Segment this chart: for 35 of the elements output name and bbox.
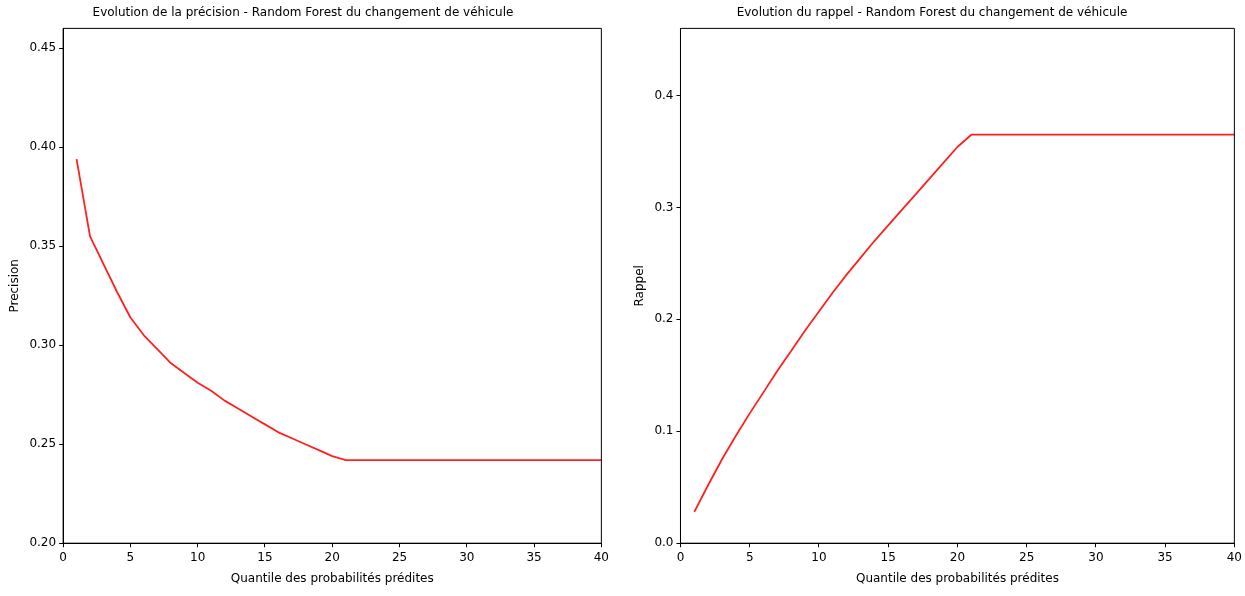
x-tick-label: 25 (391, 549, 408, 564)
x-tick-label: 0 (676, 549, 685, 564)
x-tick-label: 40 (593, 549, 610, 564)
x-tick-label: 35 (526, 549, 542, 564)
x-tick-label: 15 (257, 549, 273, 564)
x-tick-label: 0 (59, 549, 67, 564)
y-tick-label: 0.1 (654, 423, 674, 438)
y-tick-label: 0.0 (654, 535, 674, 550)
y-tick-label: 0.3 (654, 199, 674, 214)
x-tick-label: 20 (324, 549, 340, 564)
x-tick-label: 5 (745, 549, 754, 564)
y-tick-label: 0.2 (654, 311, 674, 326)
x-axis-title: Quantile des probabilités prédites (855, 570, 1059, 585)
x-tick-label: 30 (459, 549, 475, 564)
x-tick-label: 25 (1019, 549, 1035, 564)
y-tick-label: 0.25 (29, 436, 57, 451)
x-tick-label: 40 (1226, 549, 1243, 564)
chart-title: Evolution de la précision - Random Forest du changement de véhicule (92, 5, 514, 20)
y-tick-label: 0.40 (29, 139, 57, 154)
x-tick-label: 5 (126, 549, 135, 564)
x-tick-label: 20 (949, 549, 966, 564)
x-tick-label: 10 (190, 549, 206, 564)
y-axis-title: Precision (7, 259, 22, 313)
y-axis-title: Rappel (632, 265, 647, 307)
x-tick-label: 15 (880, 549, 896, 564)
chart-title: Evolution du rappel - Random Forest du changement de véhicule (736, 5, 1128, 20)
y-tick-label: 0.35 (29, 238, 57, 253)
y-tick-label: 0.4 (654, 87, 674, 102)
y-tick-label: 0.20 (29, 535, 57, 550)
y-tick-label: 0.30 (29, 337, 57, 352)
x-axis-title: Quantile des probabilités prédites (230, 570, 434, 585)
x-tick-label: 35 (1157, 549, 1173, 564)
x-tick-label: 30 (1088, 549, 1104, 564)
y-tick-label: 0.45 (29, 40, 57, 55)
x-tick-label: 10 (811, 549, 827, 564)
